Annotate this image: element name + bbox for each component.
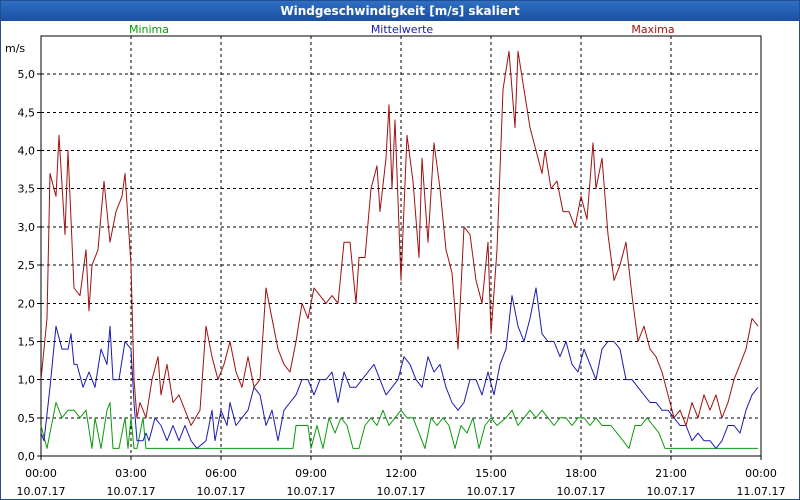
x-tick-date: 10.07.17: [107, 485, 156, 498]
x-tick-date: 10.07.17: [557, 485, 606, 498]
legend-maxima: Maxima: [631, 23, 674, 36]
y-tick-label: 0,0: [18, 450, 36, 463]
legend-minima: Minima: [129, 23, 169, 36]
x-tick-date: 10.07.17: [17, 485, 66, 498]
x-tick-date: 10.07.17: [467, 485, 516, 498]
legend-mittelwerte: Mittelwerte: [371, 23, 434, 36]
grid-lines: [41, 36, 761, 456]
x-tick-date: 11.07.17: [737, 485, 786, 498]
x-tick-date: 10.07.17: [377, 485, 426, 498]
y-tick-label: 1,5: [18, 335, 36, 348]
y-tick-label: 3,5: [18, 183, 36, 196]
x-tick-time: 00:00: [745, 467, 777, 480]
x-tick-time: 18:00: [565, 467, 597, 480]
y-tick-label: 0,5: [18, 412, 36, 425]
y-tick-label: 4,0: [18, 145, 36, 158]
x-tick-time: 00:00: [25, 467, 57, 480]
x-axis: 00:00 10.07.17 03:00 10.07.17 06:00 10.07.17 0…: [17, 456, 786, 498]
series-line-minima: [40, 402, 758, 449]
x-tick-date: 10.07.17: [287, 485, 336, 498]
x-tick-time: 15:00: [475, 467, 507, 480]
x-tick-time: 21:00: [655, 467, 687, 480]
x-tick-time: 03:00: [115, 467, 147, 480]
series-line-maxima: [40, 50, 759, 426]
x-tick-time: 06:00: [205, 467, 237, 480]
series-line-mittelwerte: [40, 287, 759, 449]
y-tick-label: 5,0: [18, 68, 36, 81]
legend: Minima Mittelwerte Maxima: [129, 23, 675, 36]
y-tick-label: 2,5: [18, 259, 36, 272]
x-tick-date: 10.07.17: [647, 485, 696, 498]
y-tick-label: 4,5: [18, 106, 36, 119]
y-tick-label: 1,0: [18, 374, 36, 387]
chart-title: Windgeschwindigkeit [m/s] skaliert: [1, 1, 799, 21]
y-axis-label: m/s: [5, 42, 25, 55]
y-axis: 0,0 0,5 1,0 1,5 2,0 2,5 3,0 3,5 4,0 4,5 5,0: [18, 68, 41, 463]
x-tick-date: 10.07.17: [197, 485, 246, 498]
x-tick-time: 12:00: [385, 467, 417, 480]
y-tick-label: 2,0: [18, 297, 36, 310]
y-tick-label: 3,0: [18, 221, 36, 234]
x-tick-time: 09:00: [295, 467, 327, 480]
series-group: [40, 50, 759, 449]
